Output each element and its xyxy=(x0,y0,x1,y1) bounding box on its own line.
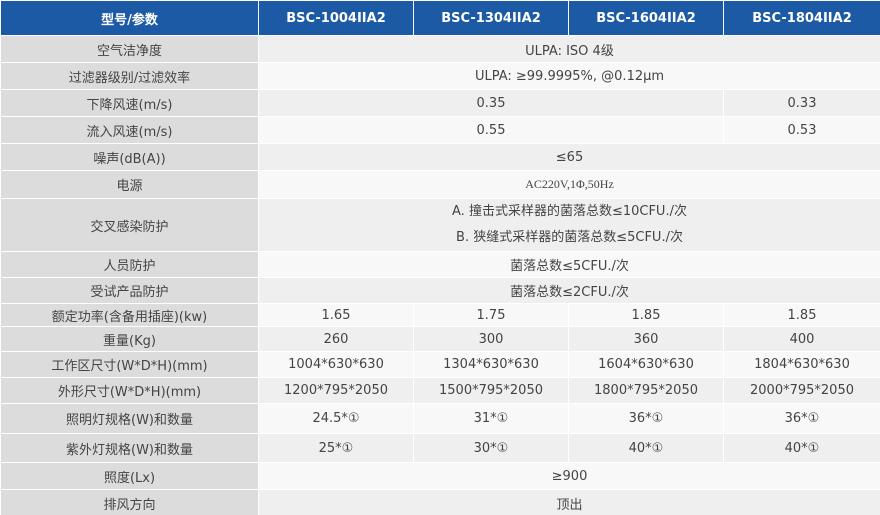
row-value: 0.33 xyxy=(723,89,880,117)
header-cell: BSC-1604IIA2 xyxy=(568,0,724,36)
header-cell: BSC-1004IIA2 xyxy=(258,0,414,36)
row-value: 1200*795*2050 xyxy=(258,377,414,404)
row-label: 受试产品防护 xyxy=(0,277,259,304)
row-value: 260 xyxy=(258,326,414,352)
row-value: 40*① xyxy=(723,433,880,463)
table-row: 噪声(dB(A)) ≤65 xyxy=(0,143,880,171)
row-label: 工作区尺寸(W*D*H)(mm) xyxy=(0,351,259,378)
row-value: 1804*630*630 xyxy=(723,351,880,378)
row-value: 25*① xyxy=(258,433,414,463)
row-value: 1.65 xyxy=(258,303,414,327)
row-value: 顶出 xyxy=(258,489,880,515)
table-row: 电源 AC220V,1Φ,50Hz xyxy=(0,170,880,199)
table-row: 照度(Lx) ≥900 xyxy=(0,462,880,490)
table-row: 紫外灯规格(W)和数量 25*① 30*① 40*① 40*① xyxy=(0,433,880,463)
row-value: 36*① xyxy=(568,403,724,434)
row-value: 31*① xyxy=(413,403,569,434)
row-value: 30*① xyxy=(413,433,569,463)
row-value: 菌落总数≤5CFU./次 xyxy=(258,251,880,278)
row-value: ULPA: ISO 4级 xyxy=(258,35,880,63)
table-row: 重量(Kg) 260 300 360 400 xyxy=(0,326,880,352)
row-label: 噪声(dB(A)) xyxy=(0,143,259,171)
row-label: 额定功率(含备用插座)(kw) xyxy=(0,303,259,327)
row-value: 0.35 xyxy=(258,89,724,117)
row-value: 菌落总数≤2CFU./次 xyxy=(258,277,880,304)
row-value: ≥900 xyxy=(258,462,880,490)
row-label: 紫外灯规格(W)和数量 xyxy=(0,433,259,463)
table-row: 受试产品防护 菌落总数≤2CFU./次 xyxy=(0,277,880,304)
row-value: A. 撞击式采样器的菌落总数≤10CFU./次 B. 狭缝式采样器的菌落总数≤5C… xyxy=(258,198,880,252)
row-value: 0.55 xyxy=(258,116,724,144)
row-value: 1304*630*630 xyxy=(413,351,569,378)
header-row: 型号/参数 BSC-1004IIA2 BSC-1304IIA2 BSC-1604IIA… xyxy=(0,0,880,36)
table-row: 外形尺寸(W*D*H)(mm) 1200*795*2050 1500*795*205… xyxy=(0,377,880,404)
row-value: 300 xyxy=(413,326,569,352)
row-value: 0.53 xyxy=(723,116,880,144)
row-label: 下降风速(m/s) xyxy=(0,89,259,117)
row-value: 1.85 xyxy=(568,303,724,327)
header-cell: BSC-1304IIA2 xyxy=(413,0,569,36)
table-row: 照明灯规格(W)和数量 24.5*① 31*① 36*① 36*① xyxy=(0,403,880,434)
row-value: 2000*795*2050 xyxy=(723,377,880,404)
row-label: 外形尺寸(W*D*H)(mm) xyxy=(0,377,259,404)
row-value: 1604*630*630 xyxy=(568,351,724,378)
table-row: 下降风速(m/s) 0.35 0.33 xyxy=(0,89,880,117)
value-line: A. 撞击式采样器的菌落总数≤10CFU./次 xyxy=(452,204,687,219)
row-label: 空气洁净度 xyxy=(0,35,259,63)
row-value: 1004*630*630 xyxy=(258,351,414,378)
table-row: 工作区尺寸(W*D*H)(mm) 1004*630*630 1304*630*630… xyxy=(0,351,880,378)
row-value: 1.85 xyxy=(723,303,880,327)
table-row: 额定功率(含备用插座)(kw) 1.65 1.75 1.85 1.85 xyxy=(0,303,880,327)
table-row: 空气洁净度 ULPA: ISO 4级 xyxy=(0,35,880,63)
row-label: 人员防护 xyxy=(0,251,259,278)
row-value: 1500*795*2050 xyxy=(413,377,569,404)
table-row: 过滤器级别/过滤效率 ULPA: ≥99.9995%, @0.12μm xyxy=(0,62,880,90)
row-label: 流入风速(m/s) xyxy=(0,116,259,144)
table-row: 排风方向 顶出 xyxy=(0,489,880,515)
row-value: ≤65 xyxy=(258,143,880,171)
row-value: 36*① xyxy=(723,403,880,434)
header-cell: BSC-1804IIA2 xyxy=(723,0,880,36)
row-label: 过滤器级别/过滤效率 xyxy=(0,62,259,90)
row-value: 40*① xyxy=(568,433,724,463)
table-row: 人员防护 菌落总数≤5CFU./次 xyxy=(0,251,880,278)
row-value: AC220V,1Φ,50Hz xyxy=(258,170,880,199)
table-body: 空气洁净度 ULPA: ISO 4级 过滤器级别/过滤效率 ULPA: ≥99.999… xyxy=(0,35,880,515)
row-value: 1800*795*2050 xyxy=(568,377,724,404)
row-value: 360 xyxy=(568,326,724,352)
row-value: ULPA: ≥99.9995%, @0.12μm xyxy=(258,62,880,90)
table-row: 交叉感染防护 A. 撞击式采样器的菌落总数≤10CFU./次 B. 狭缝式采样器的菌… xyxy=(0,198,880,252)
row-label: 照度(Lx) xyxy=(0,462,259,490)
row-value: 1.75 xyxy=(413,303,569,327)
row-value: 24.5*① xyxy=(258,403,414,434)
row-label: 交叉感染防护 xyxy=(0,198,259,252)
value-line: B. 狭缝式采样器的菌落总数≤5CFU./次 xyxy=(456,230,683,245)
header-cell: 型号/参数 xyxy=(0,0,259,36)
row-label: 电源 xyxy=(0,170,259,199)
table-row: 流入风速(m/s) 0.55 0.53 xyxy=(0,116,880,144)
row-value: 400 xyxy=(723,326,880,352)
row-label: 照明灯规格(W)和数量 xyxy=(0,403,259,434)
row-label: 排风方向 xyxy=(0,489,259,515)
row-label: 重量(Kg) xyxy=(0,326,259,352)
